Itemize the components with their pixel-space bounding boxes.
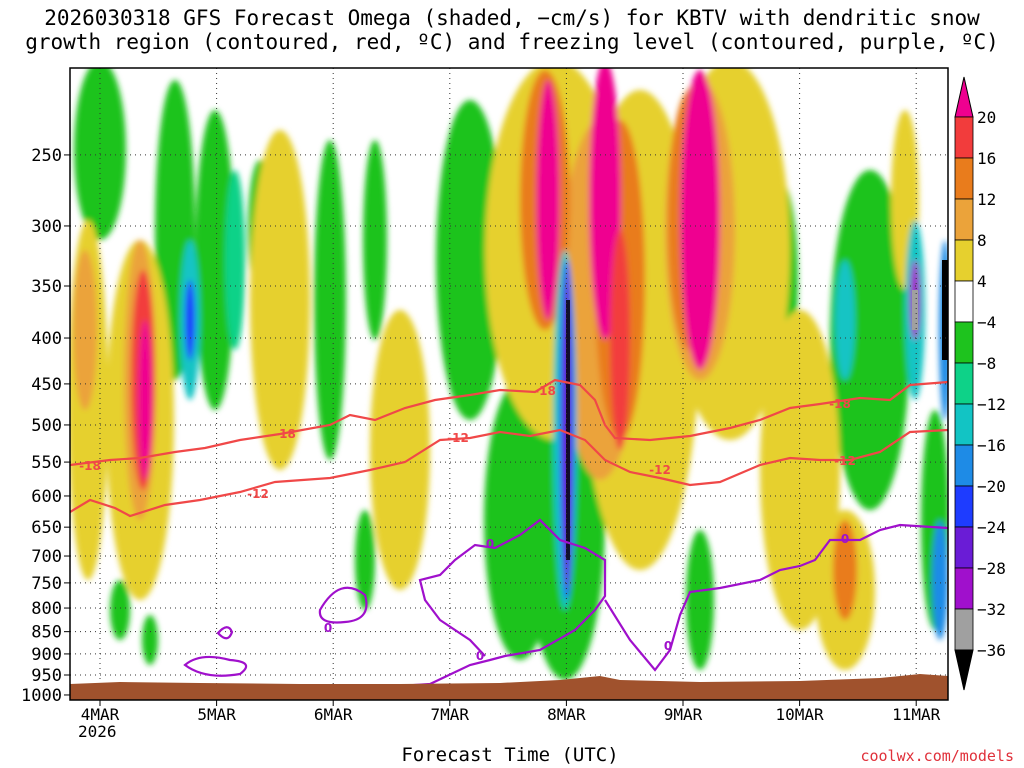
chart-title-line2: growth region (contoured, red, ºC) and f… xyxy=(25,30,999,54)
x-tick-label: 4MAR xyxy=(81,705,120,724)
x-tick-label: 7MAR xyxy=(431,705,470,724)
contours xyxy=(70,378,948,688)
y-tick-label: 350 xyxy=(31,277,62,297)
x-tick-label: 11MAR xyxy=(892,705,941,724)
y-tick-label: 950 xyxy=(31,666,62,686)
contour-label: -12 xyxy=(834,454,856,468)
x-axis: 4MAR 5MAR 6MAR 7MAR 8MAR 9MAR 10MAR 11MAR xyxy=(81,700,941,724)
y-tick-label: 800 xyxy=(31,599,62,619)
colorbar-label: −12 xyxy=(977,395,1006,414)
colorbar-segment xyxy=(954,198,974,241)
credit-link[interactable]: coolwx.com/models xyxy=(860,747,1014,765)
y-tick-label: 450 xyxy=(31,375,62,395)
contour-label: 0 xyxy=(486,537,494,551)
colorbar-label: −16 xyxy=(977,436,1006,455)
colorbar-label: 16 xyxy=(977,149,996,168)
x-axis-title: Forecast Time (UTC) xyxy=(401,744,619,766)
chart-title: 2026030318 GFS Forecast Omega (shaded, −… xyxy=(0,6,1024,54)
contour-label: -18 xyxy=(534,384,556,398)
contour-label: -18 xyxy=(274,427,296,441)
y-axis: 2503003504004505005506006507007508008509… xyxy=(21,146,70,706)
y-tick-label: 1000 xyxy=(21,686,62,706)
contour-label: 0 xyxy=(476,649,484,663)
y-tick-label: 650 xyxy=(31,518,62,538)
contour-label: -18 xyxy=(829,397,851,411)
colorbar-segment xyxy=(954,485,974,528)
colorbar-label: 20 xyxy=(977,108,996,127)
freezing-contour-0 xyxy=(399,518,607,688)
x-tick-label: 8MAR xyxy=(547,705,586,724)
contour-label: -12 xyxy=(247,487,269,501)
colorbar-label: −36 xyxy=(977,641,1006,660)
y-tick-label: 850 xyxy=(31,623,62,643)
colorbar-label: 4 xyxy=(977,272,987,291)
colorbar-label: 12 xyxy=(977,190,996,209)
colorbar-segment xyxy=(954,280,974,323)
chart-title-line1: 2026030318 GFS Forecast Omega (shaded, −… xyxy=(44,6,980,30)
colorbar-label: −20 xyxy=(977,477,1006,496)
contour-label: 0 xyxy=(841,532,849,546)
x-tick-label: 9MAR xyxy=(664,705,703,724)
freezing-contour-0-small1 xyxy=(318,586,368,624)
colorbar-label: 8 xyxy=(977,231,987,250)
contour-label: -18 xyxy=(79,459,101,473)
contour-label: 0 xyxy=(664,639,672,653)
colorbar-segment xyxy=(954,362,974,405)
x-axis-year: 2026 xyxy=(78,722,117,741)
x-tick-label: 5MAR xyxy=(197,705,236,724)
colorbar-segment xyxy=(954,403,974,446)
y-tick-label: 550 xyxy=(31,453,62,473)
y-tick-label: 250 xyxy=(31,146,62,166)
colorbar: 20 16 12 8 4 −4 −8 −12 −16 −20 −24 −28 −32 −36 xyxy=(954,76,1006,691)
colorbar-label: −32 xyxy=(977,600,1006,619)
colorbar-segment xyxy=(954,157,974,200)
y-tick-label: 750 xyxy=(31,574,62,594)
contour-labels: -18 -18 -18 -18 -12 -12 -12 -12 0 0 0 0 0 xyxy=(79,384,856,663)
colorbar-bottom-arrow xyxy=(954,649,974,691)
y-tick-label: 400 xyxy=(31,329,62,349)
y-tick-label: 500 xyxy=(31,416,62,436)
colorbar-segment xyxy=(954,321,974,364)
colorbar-segment xyxy=(954,239,974,282)
y-tick-label: 900 xyxy=(31,645,62,665)
x-tick-label: 10MAR xyxy=(776,705,825,724)
colorbar-label: −4 xyxy=(977,313,996,332)
colorbar-segment xyxy=(954,444,974,487)
colorbar-label: −28 xyxy=(977,559,1006,578)
y-tick-label: 700 xyxy=(31,547,62,567)
freezing-contour-0-east xyxy=(604,523,948,672)
colorbar-label: −8 xyxy=(977,354,996,373)
colorbar-segment xyxy=(954,526,974,569)
contour-label: -12 xyxy=(447,431,469,445)
colorbar-top-arrow xyxy=(954,76,974,118)
y-tick-label: 600 xyxy=(31,487,62,507)
dendritic-contour-minus18 xyxy=(70,378,948,467)
contour-label: 0 xyxy=(324,621,332,635)
y-tick-label: 300 xyxy=(31,217,62,237)
colorbar-label: −24 xyxy=(977,518,1006,537)
surface-terrain xyxy=(70,674,948,700)
colorbar-segment xyxy=(954,608,974,651)
x-tick-label: 6MAR xyxy=(314,705,353,724)
dendritic-contour-minus12 xyxy=(70,428,948,518)
freezing-contour-0-small3 xyxy=(183,655,248,677)
contour-label: -12 xyxy=(649,463,671,477)
freezing-contour-0-small2 xyxy=(216,626,234,640)
colorbar-segment xyxy=(954,567,974,610)
colorbar-segment xyxy=(954,116,974,159)
